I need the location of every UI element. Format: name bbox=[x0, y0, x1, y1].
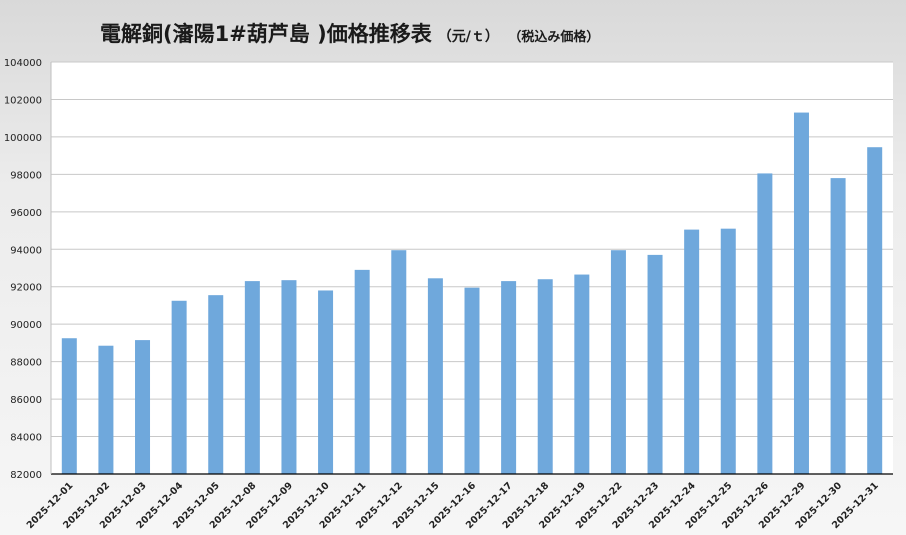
y-tick-label: 102000 bbox=[4, 95, 42, 106]
y-tick-label: 104000 bbox=[4, 58, 42, 69]
y-tick-label: 92000 bbox=[10, 283, 42, 294]
x-tick-labels: 2025-12-012025-12-022025-12-032025-12-04… bbox=[25, 480, 881, 531]
bar bbox=[684, 229, 700, 474]
y-tick-labels: 82000 84000 86000 88000 90000 92000 94000 96000… bbox=[4, 58, 42, 481]
bar bbox=[610, 250, 626, 474]
y-tick-label: 88000 bbox=[10, 358, 42, 369]
bar bbox=[720, 228, 736, 474]
chart-title: 電解銅(瀋陽1#葫芦島 )価格推移表 （元/ｔ） （税込み価格） bbox=[100, 18, 599, 48]
bar bbox=[281, 280, 297, 474]
bar bbox=[244, 281, 260, 474]
y-tick-label: 90000 bbox=[10, 320, 42, 331]
bar bbox=[391, 250, 407, 474]
bar bbox=[427, 278, 443, 474]
bar bbox=[793, 112, 809, 475]
bar bbox=[464, 287, 480, 474]
chart-title-note: （税込み価格） bbox=[514, 30, 600, 45]
axes bbox=[50, 62, 893, 475]
y-tick-label: 94000 bbox=[10, 245, 42, 256]
bar bbox=[537, 279, 553, 474]
bar bbox=[830, 178, 846, 475]
y-tick-label: 82000 bbox=[10, 470, 42, 481]
chart-title-unit: （元/ｔ） bbox=[437, 29, 499, 45]
y-tick-label: 100000 bbox=[4, 133, 42, 144]
bar bbox=[98, 345, 114, 474]
bar bbox=[501, 281, 517, 474]
chart-title-main: 電解銅(瀋陽1#葫芦島 )価格推移表 bbox=[100, 22, 432, 46]
bar bbox=[171, 300, 187, 474]
bar-series bbox=[61, 112, 883, 475]
y-tick-label: 96000 bbox=[10, 208, 42, 219]
bar bbox=[757, 173, 773, 474]
bar bbox=[318, 290, 334, 474]
bar bbox=[647, 254, 663, 474]
bar bbox=[867, 147, 883, 474]
y-tick-label: 84000 bbox=[10, 433, 42, 444]
bar bbox=[208, 295, 224, 474]
y-tick-label: 86000 bbox=[10, 395, 42, 406]
bar bbox=[574, 274, 590, 474]
bar bbox=[354, 269, 370, 474]
y-tick-label: 98000 bbox=[10, 170, 42, 181]
bar bbox=[135, 340, 151, 474]
bar bbox=[61, 338, 77, 474]
